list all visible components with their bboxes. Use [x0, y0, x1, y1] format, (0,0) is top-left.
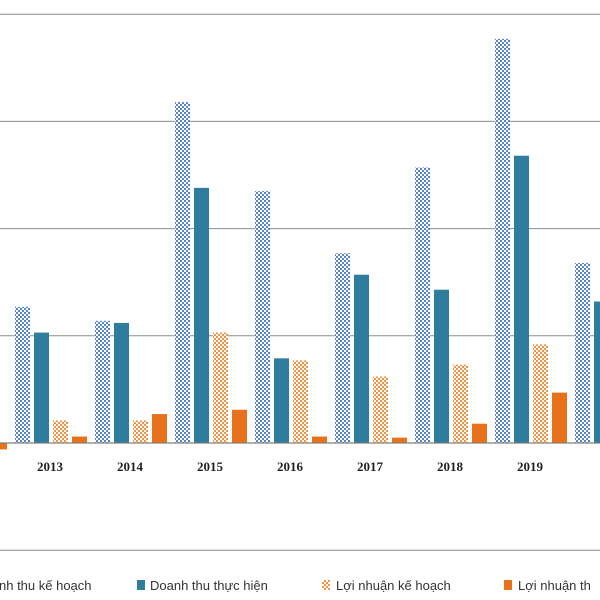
bar — [255, 191, 270, 443]
x-tick-label: 2013 — [37, 459, 64, 474]
legend: nh thu kế hoạch Doanh thu thực hiện Lợi nh… — [0, 578, 591, 593]
x-tick-label: 2016 — [277, 459, 304, 474]
legend-swatch — [322, 580, 330, 590]
legend-label: Lợi nhuận th — [518, 578, 591, 593]
legend-label: nh thu kế hoạch — [0, 578, 92, 593]
bar — [453, 364, 468, 443]
bar — [213, 332, 228, 443]
bar — [232, 409, 247, 443]
bar — [34, 332, 49, 443]
bar — [312, 436, 327, 443]
bar — [95, 320, 110, 443]
bar — [472, 423, 487, 443]
bar — [15, 306, 30, 443]
bar — [533, 344, 548, 443]
legend-swatch — [504, 580, 512, 590]
bar — [194, 187, 209, 443]
bar — [392, 437, 407, 443]
bar — [514, 155, 529, 444]
bar — [335, 253, 350, 443]
x-tick-label: 2019 — [517, 459, 544, 474]
bar — [53, 420, 68, 443]
bar — [373, 376, 388, 443]
legend-label: Doanh thu thực hiện — [150, 578, 268, 593]
bar — [415, 167, 430, 443]
bar — [354, 274, 369, 443]
bar — [575, 262, 590, 443]
bar — [72, 436, 87, 443]
bar — [175, 102, 190, 443]
bar — [274, 358, 289, 443]
x-tick-labels: 201320142015201620172018201920 — [37, 459, 544, 474]
bar — [434, 289, 449, 443]
bar — [114, 322, 129, 443]
bar — [594, 301, 600, 443]
bar — [152, 414, 167, 443]
x-tick-label: 2014 — [117, 459, 144, 474]
x-tick-label: 2018 — [437, 459, 464, 474]
bar — [293, 360, 308, 443]
bars — [0, 38, 600, 450]
bar — [133, 420, 148, 443]
x-tick-label: 2017 — [357, 459, 384, 474]
legend-swatch — [137, 580, 145, 590]
bar — [552, 392, 567, 443]
x-tick-label: 2015 — [197, 459, 224, 474]
bar — [0, 443, 7, 450]
legend-label: Lợi nhuận kế hoạch — [336, 578, 451, 593]
bar — [495, 38, 510, 444]
